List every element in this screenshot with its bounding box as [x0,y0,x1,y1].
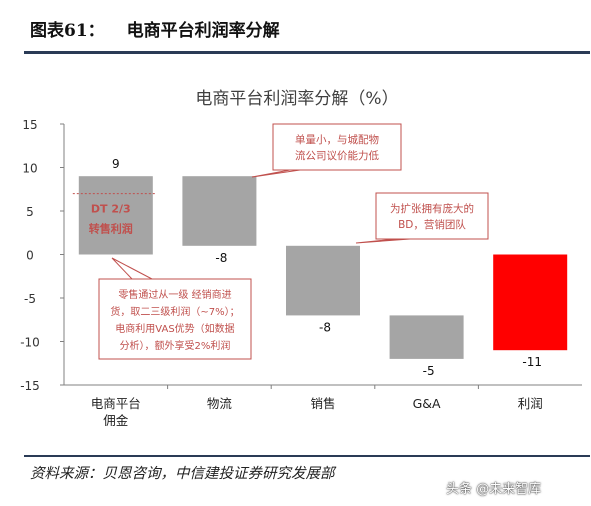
y-tick-label: -5 [24,292,36,306]
reference-label: DT 2/3 [91,203,131,216]
value-label: -5 [423,364,435,378]
watermark: 头条 @未来智库 [446,482,542,497]
callout-pointer [111,257,153,280]
y-tick-label: -10 [20,336,40,350]
category-label: 佣金 [103,413,129,428]
footer-rule [24,455,590,457]
callout-text: 为扩张拥有庞大的 [390,202,474,215]
category-label: 物流 [207,396,233,411]
y-tick-label: 15 [22,118,37,132]
bar-2 [286,245,360,316]
waterfall-chart: 电商平台利润率分解（%） -15 -10 -5 0 5 10 15 DT 2/3 转售利润 9 -8 -… [20,89,582,428]
callout-text: 流公司议价能力低 [295,149,379,162]
bar-1 [182,176,257,246]
value-label: -11 [522,355,542,369]
y-tick-label: -15 [20,379,40,393]
y-tick-label: 5 [26,205,34,219]
bar-3 [389,315,464,359]
category-label: G&A [413,396,441,411]
chart-title: 电商平台利润率分解（%） [195,89,398,109]
reference-label: 转售利润 [89,222,133,236]
callout-text: 零售通过从一级 经销商进 [118,288,231,301]
callout-box-sales [375,192,489,240]
callout-text: 货，取二三级利润（~7%）； [110,305,239,318]
callout-text: 电商利用VAS优势（如数据 [115,322,234,335]
callout-text: 分析），额外享受2%利润 [120,339,231,352]
category-label: 电商平台 [91,396,141,411]
figure-title: 图表61： 电商平台利润率分解 [30,16,280,41]
callout-text: 单量小，与城配物 [295,133,379,146]
value-label: -8 [215,251,227,265]
callout-pointer [355,238,411,244]
value-label: 9 [112,157,120,171]
callout-box-commission [98,278,252,360]
value-label: -8 [319,320,331,334]
bar-4 [493,254,568,351]
category-label: 销售 [310,396,335,411]
source-note: 资料来源：贝恩咨询，中信建投证券研究发展部 [30,466,335,482]
y-tick-label: 10 [22,162,37,176]
category-label: 利润 [518,396,543,411]
figure-number: 图表61： [30,21,105,41]
bar-0 [78,176,153,255]
callout-box-logistics [272,123,402,171]
callout-text: BD，营销团队 [398,218,466,231]
y-tick-label: 0 [26,249,34,263]
callout-pointer [251,169,301,178]
figure-header: 图表61： 电商平台利润率分解 [0,0,591,52]
figure-title-text: 电商平台利润率分解 [126,21,280,41]
header-rule [24,51,590,54]
